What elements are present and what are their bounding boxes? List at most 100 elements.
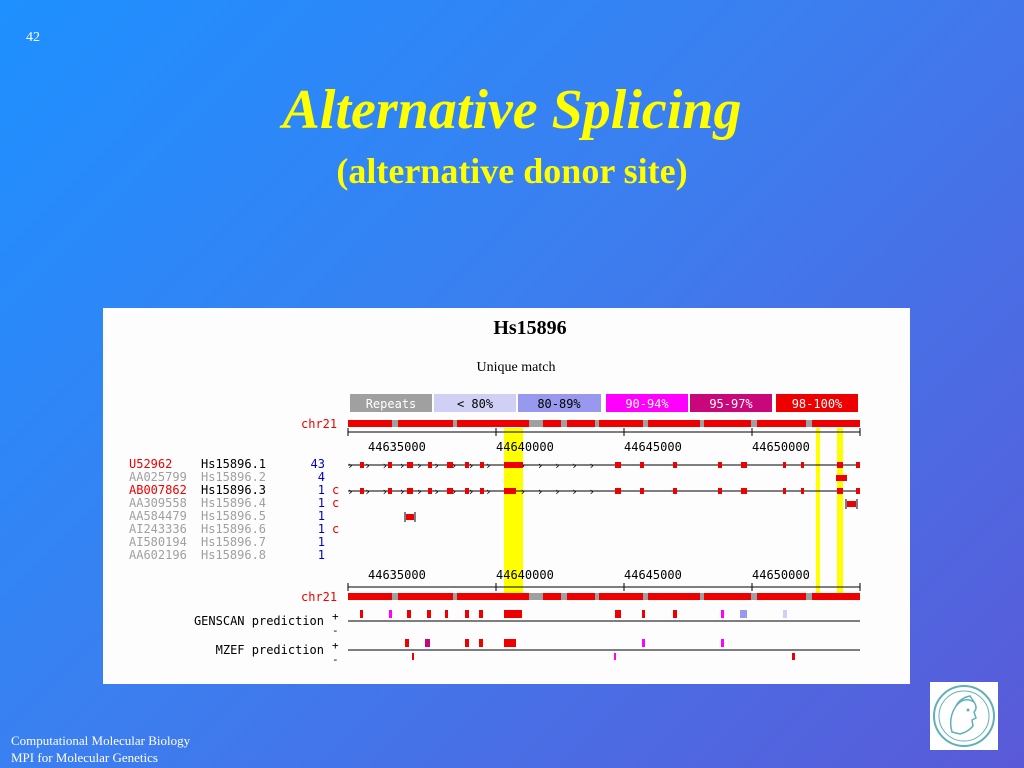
- exon: [783, 462, 786, 468]
- exon: [673, 488, 677, 494]
- mzef-track: MZEF prediction + -: [216, 639, 860, 666]
- seq-count-7: 1: [318, 535, 325, 549]
- chromosome-bar-bottom-repeat: [700, 593, 704, 600]
- seq-cluster-6: Hs15896.6: [201, 522, 266, 536]
- genscan-exon: [407, 610, 411, 618]
- exon: [673, 462, 677, 468]
- genscan-exon: [389, 610, 392, 618]
- genscan-label: GENSCAN prediction: [194, 614, 324, 628]
- figure-title: Hs15896: [493, 317, 566, 339]
- ruler-top: 44635000 44640000 44645000 44650000: [347, 428, 861, 454]
- legend-80-89-label: 80-89%: [537, 397, 581, 411]
- genscan-exon: [721, 610, 724, 618]
- seq-acc-2: AA025799: [129, 470, 187, 484]
- exon: [837, 462, 843, 468]
- legend-98-100-box: [776, 394, 858, 412]
- seq-acc-1: U52962: [129, 457, 172, 471]
- exon: [407, 462, 413, 468]
- mzef-exon: [792, 653, 795, 660]
- chromosome-bar-top-repeat: [561, 420, 567, 427]
- ruler-bottom-label-2: 44640000: [496, 568, 554, 582]
- strand-arrows: › › › › › › › › › › › › › › ›: [347, 485, 597, 498]
- transcript-track-4: [845, 499, 858, 509]
- chromosome-bar-top-repeat: [700, 420, 704, 427]
- genscan-exon: [615, 610, 621, 618]
- transcript-track-1: › › › › › › › › › › › › › › ›: [347, 459, 860, 472]
- seq-count-5: 1: [318, 509, 325, 523]
- ruler-top-label-2: 44640000: [496, 440, 554, 454]
- genscan-exon: [740, 610, 747, 618]
- genscan-exon: [783, 610, 787, 618]
- chromosome-bar-top-base: [348, 420, 860, 427]
- exon: [406, 514, 414, 520]
- seq-flag-3: c: [332, 483, 339, 497]
- exon: [615, 488, 621, 494]
- exon: [801, 488, 804, 494]
- exon: [388, 462, 392, 468]
- genscan-exon: [673, 610, 677, 618]
- splicing-diagram: Hs15896 Unique match Repeats < 80% 80-89…: [129, 317, 861, 666]
- seq-acc-4: AA309558: [129, 496, 187, 510]
- genscan-strand-plus: +: [332, 610, 339, 623]
- seq-count-4: 1: [318, 496, 325, 510]
- chromosome-bar-top-repeat: [392, 420, 398, 427]
- seq-cluster-7: Hs15896.7: [201, 535, 266, 549]
- genscan-exon: [465, 610, 469, 618]
- legend-80-89-box: [518, 394, 601, 412]
- mzef-strand-plus: +: [332, 639, 339, 652]
- slide-number: 42: [26, 30, 40, 45]
- exon: [741, 488, 747, 494]
- exon: [801, 462, 804, 468]
- ruler-bottom-label-4: 44650000: [752, 568, 810, 582]
- transcript-track-2-exon: [836, 475, 847, 481]
- legend-90-94-box: [606, 394, 688, 412]
- genscan-exon: [445, 610, 448, 618]
- exon: [783, 488, 786, 494]
- institute-logo: [930, 682, 998, 750]
- seq-acc-5: AA584479: [129, 509, 187, 523]
- exon: [718, 488, 722, 494]
- legend-95-97-box: [690, 394, 772, 412]
- strand-arrows: › › › › › › › › › › › › › › ›: [347, 459, 597, 472]
- mzef-exon: [504, 639, 516, 647]
- chromosome-bar-bottom-repeat: [595, 593, 599, 600]
- exon: [856, 462, 860, 468]
- chromosome-bar-bottom-base: [348, 593, 860, 600]
- seq-acc-8: AA602196: [129, 548, 187, 562]
- exon: [615, 462, 621, 468]
- seq-acc-7: AI580194: [129, 535, 187, 549]
- chromosome-bar-top: [348, 420, 860, 427]
- seq-cluster-1: Hs15896.1: [201, 457, 266, 471]
- legend-95-97-label: 95-97%: [709, 397, 753, 411]
- seq-flag-4: c: [332, 496, 339, 510]
- highlight-column-1: [504, 428, 523, 594]
- genscan-exon: [504, 610, 522, 618]
- exon: [360, 488, 364, 494]
- ruler-bottom: 44635000 44640000 44645000 44650000: [347, 568, 861, 591]
- legend-lt80-box: [434, 394, 516, 412]
- seq-acc-6: AI243336: [129, 522, 187, 536]
- seq-cluster-3: Hs15896.3: [201, 483, 266, 497]
- seq-cluster-2: Hs15896.2: [201, 470, 266, 484]
- mzef-label: MZEF prediction: [216, 643, 324, 657]
- exon: [465, 488, 469, 494]
- seq-acc-3: AB007862: [129, 483, 187, 497]
- ruler-top-label-4: 44650000: [752, 440, 810, 454]
- transcript-track-5: [404, 512, 416, 522]
- seq-count-3: 1: [318, 483, 325, 497]
- legend-90-94-label: 90-94%: [625, 397, 669, 411]
- seq-cluster-8: Hs15896.8: [201, 548, 266, 562]
- genscan-exon: [360, 610, 363, 618]
- exon: [407, 488, 413, 494]
- chromosome-bar-bottom: [348, 593, 860, 600]
- exon: [447, 462, 453, 468]
- exon: [837, 488, 843, 494]
- chromosome-label-top: chr21: [301, 417, 337, 431]
- mzef-exon: [614, 653, 616, 660]
- exon: [504, 462, 523, 468]
- splicing-figure: Hs15896 Unique match Repeats < 80% 80-89…: [103, 308, 910, 684]
- chromosome-bar-top-repeat: [453, 420, 457, 427]
- chromosome-bar-bottom-repeat: [561, 593, 567, 600]
- exon: [504, 488, 516, 494]
- minerva-seal-icon: [933, 685, 995, 747]
